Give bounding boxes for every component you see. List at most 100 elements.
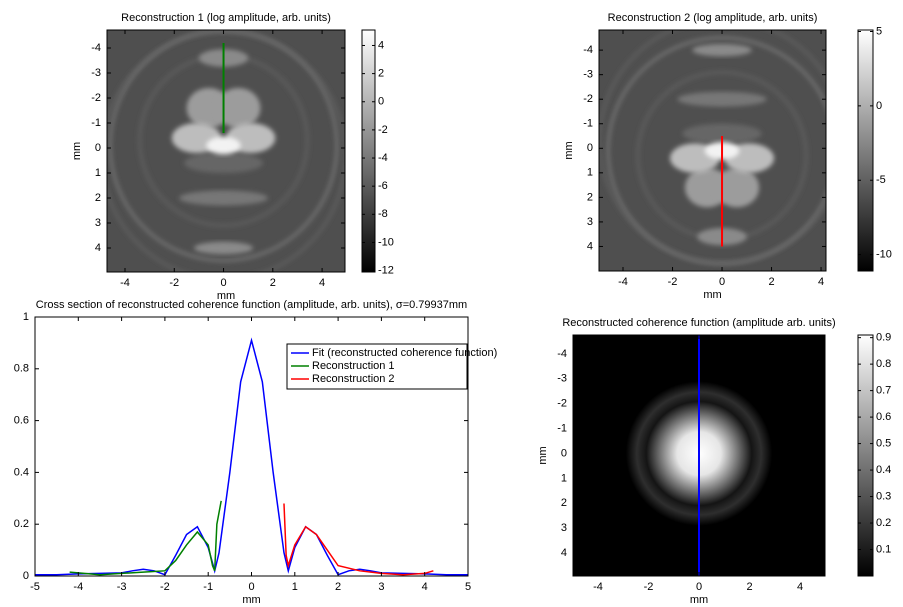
- y-tick-label: 4: [95, 242, 101, 254]
- colorbar-tick-label: -5: [876, 174, 886, 186]
- x-tick-label: 2: [746, 581, 752, 593]
- x-tick-label: 3: [378, 581, 384, 593]
- image-feature: [193, 241, 254, 255]
- plot-area: [107, 30, 345, 272]
- colorbar-tick-label: 0.1: [876, 543, 891, 555]
- x-tick-label: 0: [248, 581, 254, 593]
- x-tick-label: -2: [668, 276, 678, 288]
- x-tick-label: 2: [335, 581, 341, 593]
- x-tick-label: 5: [465, 581, 471, 593]
- series-line: [35, 337, 468, 576]
- axes-box: [106, 29, 346, 273]
- x-tick-label: -2: [169, 277, 179, 289]
- y-tick-label: -3: [557, 373, 567, 385]
- x-axis-label: mm: [703, 289, 721, 301]
- series-line: [283, 503, 434, 576]
- y-tick-label: 3: [587, 216, 593, 228]
- y-tick-label: -4: [583, 44, 593, 56]
- y-tick-label: 3: [561, 522, 567, 534]
- y-tick-label: -4: [557, 348, 567, 360]
- y-axis-label: mm: [71, 142, 83, 160]
- plot-area: [599, 30, 826, 271]
- colorbar-tick-label: 0: [378, 96, 384, 108]
- x-tick-label: 4: [422, 581, 428, 593]
- y-axis-label: mm: [537, 446, 549, 464]
- x-tick-label: -4: [618, 276, 628, 288]
- colorbar-tick-label: 0.5: [876, 437, 891, 449]
- x-tick-label: 0: [696, 581, 702, 593]
- y-tick-label: -1: [583, 118, 593, 130]
- x-tick-label: -1: [203, 581, 213, 593]
- colorbar-tick-label: 0.3: [876, 490, 891, 502]
- y-tick-label: 0: [95, 142, 101, 154]
- y-tick-label: 2: [95, 192, 101, 204]
- colorbar-tick-label: 0.6: [876, 411, 891, 423]
- x-tick-label: 4: [319, 277, 325, 289]
- x-tick-label: -4: [73, 581, 83, 593]
- y-tick-label: -2: [557, 398, 567, 410]
- y-tick-label: 4: [561, 547, 567, 559]
- image-feature: [216, 88, 261, 128]
- colorbar-tick-label: 5: [876, 25, 882, 37]
- colorbar-tick-label: 0: [876, 100, 882, 112]
- x-tick-label: 2: [270, 277, 276, 289]
- y-tick-label: 3: [95, 217, 101, 229]
- y-tick-label: 1: [95, 167, 101, 179]
- colorbar: [857, 29, 874, 272]
- y-tick-label: 0: [561, 447, 567, 459]
- colorbar: [857, 334, 874, 577]
- x-tick-label: 4: [797, 581, 803, 593]
- y-tick-label: 0.2: [14, 518, 29, 530]
- x-axis-label: mm: [690, 594, 708, 606]
- colorbar: [361, 29, 376, 273]
- y-tick-label: -3: [583, 69, 593, 81]
- colorbar-tick-label: 0.8: [876, 358, 891, 370]
- x-tick-label: 0: [220, 277, 226, 289]
- image-feature: [714, 167, 760, 208]
- y-tick-label: 0: [23, 570, 29, 582]
- x-tick-label: 1: [292, 581, 298, 593]
- y-tick-label: -1: [91, 117, 101, 129]
- colorbar-tick-label: 0.4: [876, 464, 891, 476]
- colorbar-tick-label: 0.9: [876, 332, 891, 344]
- image-feature: [606, 36, 826, 265]
- x-tick-label: 2: [768, 276, 774, 288]
- y-tick-label: 1: [587, 167, 593, 179]
- y-tick-label: -2: [91, 92, 101, 104]
- image-feature: [692, 43, 752, 57]
- y-tick-label: -2: [583, 93, 593, 105]
- image-feature: [179, 190, 268, 206]
- y-tick-label: -1: [557, 423, 567, 435]
- y-tick-label: -4: [91, 42, 101, 54]
- colorbar-tick-label: 4: [378, 39, 384, 51]
- y-tick-label: 2: [587, 191, 593, 203]
- colorbar-tick-label: 2: [378, 68, 384, 80]
- y-tick-label: 4: [587, 240, 593, 252]
- x-tick-label: -4: [120, 277, 130, 289]
- chart-title: Cross section of reconstructed coherence…: [36, 299, 467, 311]
- y-tick-label: 2: [561, 497, 567, 509]
- y-axis-label: mm: [563, 141, 575, 159]
- y-tick-label: 0.8: [14, 363, 29, 375]
- legend-label: Reconstruction 2: [312, 373, 395, 385]
- y-tick-label: 0.6: [14, 415, 29, 427]
- colorbar-tick-label: -2: [378, 124, 388, 136]
- image-feature: [206, 136, 241, 155]
- x-tick-label: -3: [117, 581, 127, 593]
- chart-title: Reconstructed coherence function (amplit…: [562, 317, 835, 329]
- x-axis-label: mm: [217, 290, 235, 302]
- colorbar-tick-label: -12: [378, 264, 394, 276]
- image-feature: [677, 91, 767, 107]
- x-tick-label: -2: [160, 581, 170, 593]
- x-tick-label: 0: [719, 276, 725, 288]
- y-tick-label: 1: [561, 472, 567, 484]
- x-tick-label: 4: [818, 276, 824, 288]
- image-feature: [184, 153, 263, 173]
- colorbar-tick-label: -4: [378, 152, 388, 164]
- image-feature: [682, 123, 762, 144]
- y-tick-label: -3: [91, 67, 101, 79]
- y-tick-label: 0.4: [14, 466, 29, 478]
- y-tick-label: 1: [23, 311, 29, 323]
